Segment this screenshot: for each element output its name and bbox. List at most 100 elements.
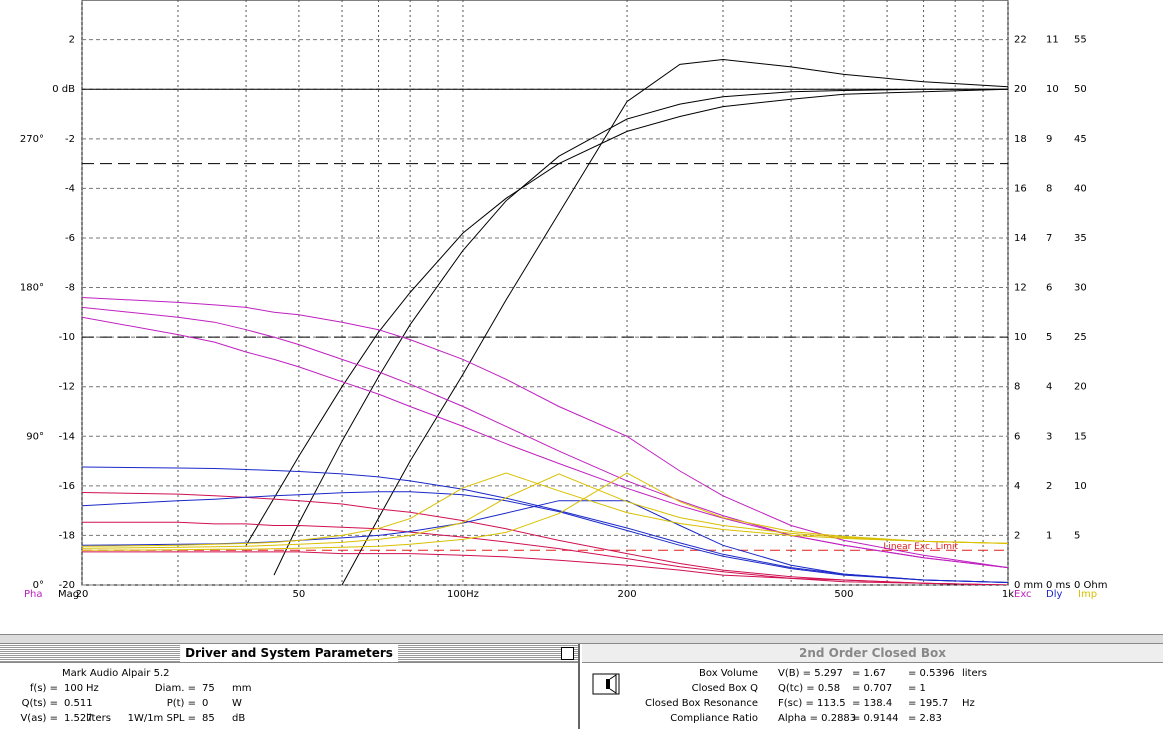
- panel-title: Driver and System Parameters: [180, 644, 398, 662]
- y4-tick-label: 0 ms: [1046, 580, 1071, 591]
- y5-tick-label: 40: [1074, 183, 1087, 194]
- y-tick-label: -6: [65, 233, 75, 244]
- y5-tick-label: 45: [1074, 134, 1087, 145]
- curve: [82, 297, 1008, 569]
- curves: [82, 58, 1008, 585]
- y3-tick-label: 18: [1014, 134, 1027, 145]
- param-text: liters: [86, 713, 111, 724]
- x-tick-label: 1k: [1002, 589, 1014, 600]
- param-text: = 1: [908, 683, 926, 694]
- param-text: 100: [64, 683, 84, 694]
- param-text: = 138.4: [852, 698, 893, 709]
- param-text: W: [232, 698, 242, 709]
- y4-tick-label: 2: [1046, 481, 1052, 492]
- curve: [82, 551, 1008, 585]
- param-text: = 2.83: [908, 713, 942, 724]
- param-text: F(sc) = 113.5: [778, 698, 846, 709]
- y2-tick-label: 180°: [20, 283, 44, 294]
- param-text: Closed Box Q: [691, 683, 758, 694]
- param-text: 75: [202, 683, 215, 694]
- y4-tick-label: 3: [1046, 431, 1052, 442]
- curve: [82, 472, 1008, 551]
- param-text: mm: [232, 683, 252, 694]
- y3-tick-label: 2: [1014, 530, 1020, 541]
- y3-tick-label: 6: [1014, 431, 1020, 442]
- curve: [82, 500, 1008, 583]
- param-text: = 0.5396: [908, 668, 955, 679]
- y4-tick-label: 4: [1046, 382, 1052, 393]
- param-text: V(B) = 5.297: [778, 668, 843, 679]
- curve: [82, 473, 1008, 549]
- y3-tick-label: 16: [1014, 183, 1027, 194]
- y-tick-label: 2: [69, 35, 75, 46]
- curve: [82, 472, 1008, 547]
- collapse-button[interactable]: [561, 647, 574, 660]
- y4-tick-label: 1: [1046, 530, 1052, 541]
- curve: [341, 58, 1008, 585]
- param-text: = 0.707: [852, 683, 893, 694]
- param-text: Diam. =: [154, 683, 196, 694]
- y2-tick-label: 90°: [26, 431, 44, 442]
- x-tick-label: 200: [617, 589, 636, 600]
- plot-frame: [81, 0, 1009, 586]
- y5-tick-label: 5: [1074, 530, 1080, 541]
- param-text: Closed Box Resonance: [645, 698, 758, 709]
- param-text: f(s) =: [29, 683, 58, 694]
- title-bar: 2nd Order Closed Box: [582, 644, 1163, 663]
- param-text: 0: [202, 698, 209, 709]
- y5-tick-label: 50: [1074, 84, 1087, 95]
- curve: [245, 88, 1008, 546]
- param-text: = 0.9144: [852, 713, 899, 724]
- y5-tick-label: 30: [1074, 283, 1087, 294]
- y3-tick-label: 14: [1014, 233, 1027, 244]
- x-tick-label: 500: [834, 589, 853, 600]
- y-tick-label: -8: [65, 283, 75, 294]
- curve: [82, 306, 1008, 569]
- param-text: = 1.67: [852, 668, 886, 679]
- param-text: Alpha = 0.2883: [778, 713, 857, 724]
- axis-label: Exc: [1014, 589, 1032, 600]
- param-text: Box Volume: [699, 668, 758, 679]
- param-text: liters: [962, 668, 987, 679]
- param-text: 0.511: [64, 698, 93, 709]
- axis-label: Imp: [1078, 589, 1097, 600]
- y5-tick-label: 0 Ohm: [1074, 580, 1108, 591]
- y-tick-label: -14: [59, 431, 75, 442]
- y2-tick-label: 0°: [33, 580, 44, 591]
- y-tick-label: 0 dB: [52, 84, 75, 95]
- axis-label: Dly: [1046, 589, 1062, 600]
- y4-tick-label: 9: [1046, 134, 1052, 145]
- param-text: Q(tc) = 0.58: [778, 683, 841, 694]
- y-tick-label: -10: [59, 332, 75, 343]
- param-text: Hz: [962, 698, 975, 709]
- y5-tick-label: 55: [1074, 35, 1087, 46]
- y3-tick-label: 10: [1014, 332, 1027, 343]
- param-text: dB: [232, 713, 246, 724]
- y3-tick-label: 4: [1014, 481, 1020, 492]
- y5-tick-label: 20: [1074, 382, 1087, 393]
- y5-tick-label: 25: [1074, 332, 1087, 343]
- param-text: P(t) =: [166, 698, 196, 709]
- y-tick-label: -16: [59, 481, 75, 492]
- param-text: Compliance Ratio: [670, 713, 758, 724]
- y3-tick-label: 12: [1014, 283, 1027, 294]
- param-text: Q(ts) =: [21, 698, 58, 709]
- y5-tick-label: 35: [1074, 233, 1087, 244]
- y-tick-label: -18: [59, 530, 75, 541]
- y2-tick-label: 270°: [20, 134, 44, 145]
- x-tick-label: 100Hz: [447, 589, 479, 600]
- y4-tick-label: 5: [1046, 332, 1052, 343]
- param-text: 1W/1m SPL =: [127, 713, 196, 724]
- y4-tick-label: 10: [1046, 84, 1059, 95]
- panel-title: 2nd Order Closed Box: [794, 644, 951, 662]
- axis-label: Pha: [24, 589, 43, 600]
- param-text: 1.527: [64, 713, 93, 724]
- y3-tick-label: 8: [1014, 382, 1020, 393]
- box-panel: 2nd Order Closed Box Box Volume V(B) = 5.…: [582, 644, 1163, 729]
- curve: [273, 88, 1008, 576]
- y5-tick-label: 15: [1074, 431, 1087, 442]
- param-text: = 195.7: [908, 698, 949, 709]
- exc-limit-label: Linear Exc. Limit: [883, 542, 958, 552]
- y5-tick-label: 10: [1074, 481, 1087, 492]
